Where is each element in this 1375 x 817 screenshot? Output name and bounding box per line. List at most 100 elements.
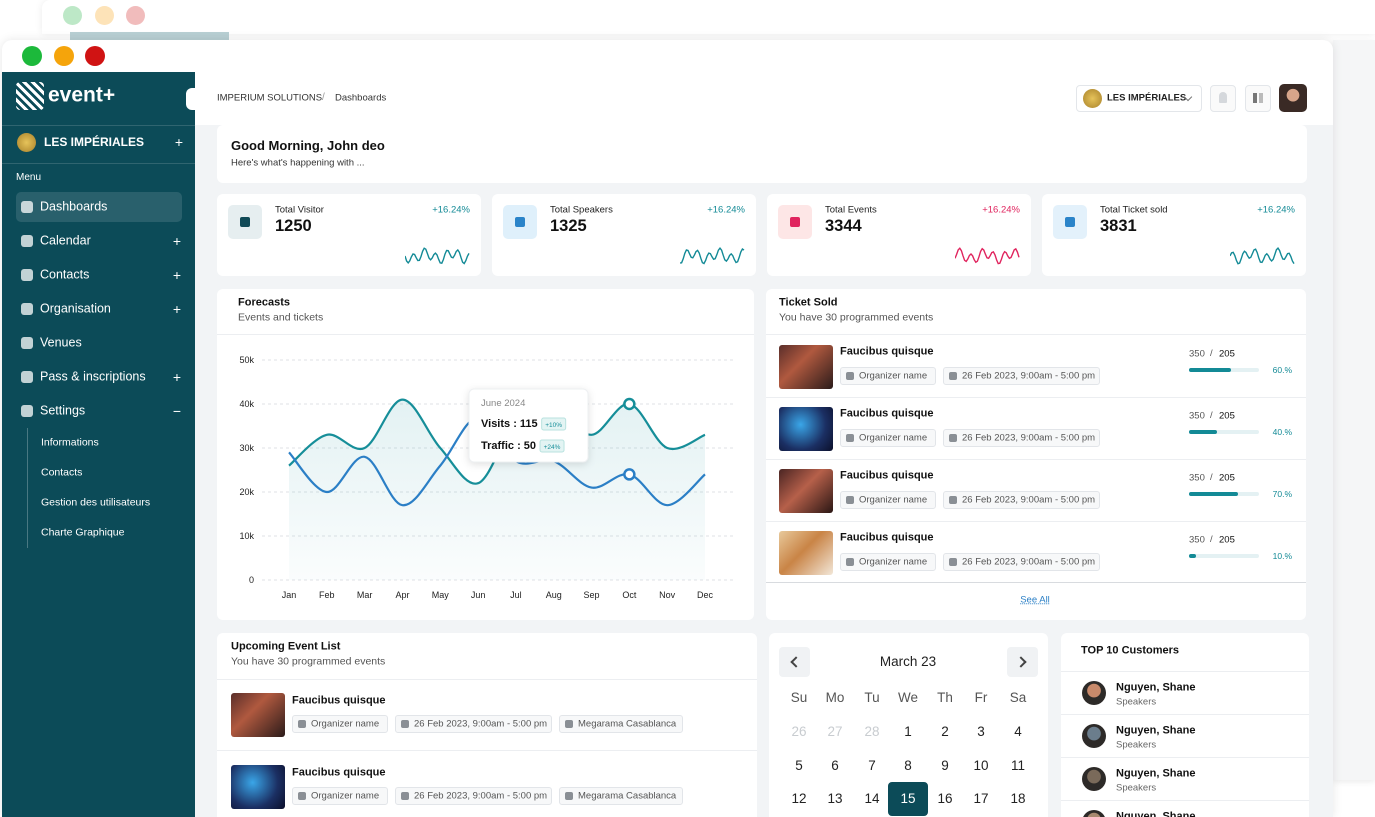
calendar-day[interactable]: 15 bbox=[900, 790, 916, 806]
sparkline-path bbox=[955, 247, 1020, 265]
calendar-day[interactable]: 26 bbox=[791, 723, 807, 739]
calendar-day[interactable]: 10 bbox=[973, 757, 989, 773]
calendar-day[interactable]: 3 bbox=[977, 723, 985, 739]
divider bbox=[766, 334, 1306, 335]
forecast-chart: 0 10k 20k 30k 40k 50k Jan Feb Mar Apr May Jun Jul Aug… bbox=[239, 355, 735, 600]
ticket-total: 205 bbox=[1219, 472, 1235, 484]
stat-change: +16.24% bbox=[1257, 204, 1295, 216]
avatar[interactable] bbox=[1279, 84, 1307, 112]
calendar-day[interactable]: 8 bbox=[904, 757, 912, 773]
calendar-day[interactable]: 16 bbox=[937, 790, 953, 806]
stat-label: Total Events bbox=[825, 204, 877, 216]
submenu-item[interactable]: Charte Graphique bbox=[41, 526, 125, 539]
calendar-day[interactable]: 17 bbox=[973, 790, 989, 806]
see-all-link[interactable]: See All bbox=[1020, 594, 1050, 606]
x-tick-label: Jan bbox=[282, 590, 297, 600]
calendar-icon bbox=[401, 792, 409, 800]
max-dot[interactable] bbox=[85, 46, 105, 66]
event-name[interactable]: Faucibus quisque bbox=[292, 694, 386, 707]
customer-avatar bbox=[1082, 724, 1106, 748]
collapse-tab[interactable] bbox=[186, 88, 195, 110]
location-icon bbox=[565, 792, 573, 800]
event-name[interactable]: Faucibus quisque bbox=[292, 766, 386, 779]
divider bbox=[217, 679, 757, 680]
highlight-point bbox=[623, 397, 636, 411]
back-bar bbox=[70, 32, 229, 40]
weekday: Th bbox=[937, 689, 953, 705]
user-icon bbox=[846, 558, 854, 566]
menu-item[interactable]: Organisation bbox=[40, 301, 111, 316]
calendar-day[interactable]: 2 bbox=[941, 723, 949, 739]
calendar-day[interactable]: 14 bbox=[864, 790, 880, 806]
menu-active[interactable] bbox=[16, 192, 182, 222]
menu-item[interactable]: Settings bbox=[40, 403, 86, 418]
breadcrumb[interactable]: IMPERIUM SOLUTIONS bbox=[217, 92, 323, 104]
x-tick-label: Nov bbox=[659, 590, 676, 600]
calendar-day[interactable]: 6 bbox=[831, 757, 839, 773]
menu-item[interactable]: Dashboards bbox=[40, 199, 108, 214]
calendar-day[interactable]: 11 bbox=[1010, 757, 1026, 773]
calendar-day[interactable]: 5 bbox=[795, 757, 803, 773]
menu-item[interactable]: Venues bbox=[40, 335, 82, 350]
tag bbox=[292, 715, 388, 733]
tag bbox=[840, 553, 936, 571]
stat-change: +16.24% bbox=[432, 204, 470, 216]
submenu-item[interactable]: Informations bbox=[41, 436, 99, 449]
apps-button[interactable] bbox=[1245, 85, 1271, 112]
event-thumbnail bbox=[231, 765, 285, 809]
customer-name[interactable]: Nguyen, Shane bbox=[1116, 767, 1196, 780]
progress-bar bbox=[1189, 554, 1196, 558]
breadcrumb[interactable]: Dashboards bbox=[335, 92, 387, 104]
menu-item[interactable]: Calendar bbox=[40, 233, 91, 248]
event-thumbnail bbox=[231, 693, 285, 737]
divider bbox=[766, 582, 1306, 583]
calendar-day[interactable]: 1 bbox=[904, 723, 912, 739]
tag bbox=[395, 715, 552, 733]
calendar-day[interactable]: 7 bbox=[868, 757, 876, 773]
greeting-title: Good Morning, John deo bbox=[231, 138, 385, 154]
submenu-item[interactable]: Contacts bbox=[41, 466, 83, 479]
calendar-day[interactable]: 28 bbox=[864, 723, 880, 739]
org-name: LES IMPÉRIALES bbox=[44, 134, 145, 149]
expand-icon[interactable]: − bbox=[172, 403, 182, 419]
calendar-day[interactable]: 27 bbox=[827, 723, 843, 739]
logo: event+ bbox=[48, 83, 116, 107]
user-icon bbox=[298, 720, 306, 728]
customer-name[interactable]: Nguyen, Shane bbox=[1116, 681, 1196, 694]
expand-icon[interactable]: + bbox=[172, 369, 182, 385]
x-tick-label: Feb bbox=[319, 590, 335, 600]
customer-name[interactable]: Nguyen, Shane bbox=[1116, 724, 1196, 737]
progress-bar bbox=[1189, 368, 1231, 372]
tag bbox=[840, 429, 936, 447]
calendar-day[interactable]: 4 bbox=[1014, 723, 1022, 739]
tag bbox=[943, 491, 1100, 509]
close-dot[interactable] bbox=[22, 46, 42, 66]
expand-icon[interactable]: + bbox=[174, 134, 184, 150]
stat-label: Total Ticket sold bbox=[1100, 204, 1168, 216]
event-name[interactable]: Faucibus quisque bbox=[840, 469, 934, 482]
customer-name[interactable]: Nguyen, Shane bbox=[1116, 810, 1196, 817]
event-name[interactable]: Faucibus quisque bbox=[840, 407, 934, 420]
min-dot[interactable] bbox=[54, 46, 74, 66]
calendar-icon bbox=[949, 558, 957, 566]
upcoming-title: Upcoming Event List bbox=[231, 640, 341, 653]
prev-button[interactable] bbox=[779, 647, 810, 677]
expand-icon[interactable]: + bbox=[172, 267, 182, 283]
event-name[interactable]: Faucibus quisque bbox=[840, 531, 934, 544]
expand-icon[interactable]: + bbox=[172, 301, 182, 317]
user-icon bbox=[846, 434, 854, 442]
expand-icon[interactable]: + bbox=[172, 233, 182, 249]
divider bbox=[217, 334, 754, 335]
submenu-item[interactable]: Gestion des utilisateurs bbox=[41, 496, 151, 509]
chart-title: Forecasts bbox=[238, 296, 290, 309]
calendar-day[interactable]: 9 bbox=[941, 757, 949, 773]
next-button[interactable] bbox=[1007, 647, 1038, 677]
org-select[interactable] bbox=[1076, 85, 1202, 112]
y-tick-label: 40k bbox=[239, 399, 254, 409]
calendar-day[interactable]: 18 bbox=[1010, 790, 1026, 806]
event-name[interactable]: Faucibus quisque bbox=[840, 345, 934, 358]
calendar-day[interactable]: 12 bbox=[791, 790, 807, 806]
menu-item[interactable]: Contacts bbox=[40, 267, 90, 282]
calendar-day[interactable]: 13 bbox=[827, 790, 843, 806]
menu-item[interactable]: Pass & inscriptions bbox=[40, 369, 146, 384]
